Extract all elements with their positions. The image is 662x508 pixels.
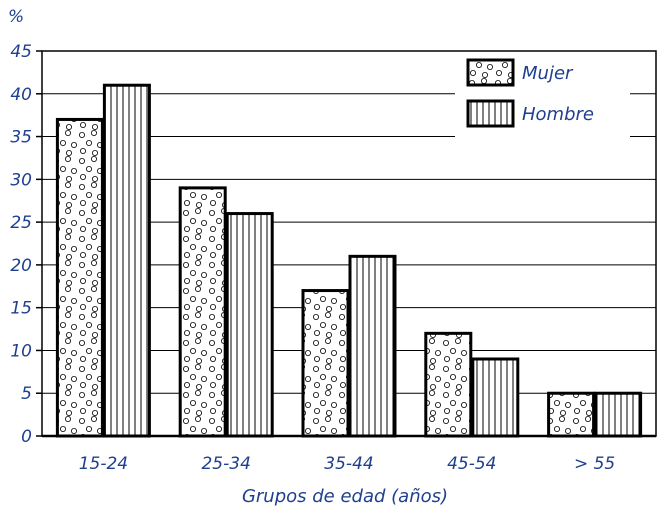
legend-label: Mujer — [522, 63, 574, 84]
y-tick-label: 40 — [10, 85, 32, 105]
legend-swatch — [466, 99, 515, 128]
bar-dots — [301, 289, 350, 438]
bar-vertical-stripes — [102, 83, 151, 438]
bar-vertical-stripes — [348, 254, 397, 438]
bar-vertical-stripes — [471, 357, 520, 438]
x-tick-label: 45-54 — [447, 454, 496, 474]
bar-dots — [547, 391, 596, 438]
y-tick-label: 45 — [10, 42, 32, 62]
y-axis-ticks: 0 5 10 15 20 25 30 35 40 45 — [10, 42, 42, 447]
x-tick-label: > 55 — [574, 454, 615, 474]
unit-label: % — [8, 7, 24, 27]
x-axis-ticks: 15-24 25-34 35-44 45-54 > 55 — [79, 454, 616, 474]
y-tick-label: 10 — [10, 341, 32, 361]
bars — [55, 83, 643, 438]
legend-swatch — [466, 58, 515, 87]
y-tick-label: 5 — [21, 384, 32, 404]
x-tick-label: 35-44 — [324, 454, 373, 474]
y-tick-label: 30 — [10, 170, 32, 190]
legend: Mujer Hombre — [455, 55, 630, 137]
y-tick-label: 35 — [10, 128, 32, 148]
bar-dots — [178, 186, 227, 438]
legend-label: Hombre — [522, 104, 594, 125]
bar-dots — [55, 117, 104, 438]
x-tick-label: 25-34 — [201, 454, 250, 474]
x-axis-title: Grupos de edad (años) — [242, 486, 448, 507]
y-tick-label: 0 — [21, 427, 32, 447]
x-tick-label: 15-24 — [79, 454, 128, 474]
y-tick-label: 25 — [10, 213, 32, 233]
y-tick-label: 20 — [10, 256, 32, 276]
bar-vertical-stripes — [225, 212, 274, 438]
plot-frame — [41, 50, 657, 438]
bar-vertical-stripes — [594, 391, 643, 438]
bar-dots — [424, 331, 473, 438]
y-tick-label: 15 — [10, 299, 32, 319]
